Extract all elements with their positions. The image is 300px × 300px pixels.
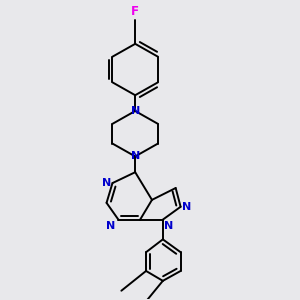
Text: N: N: [182, 202, 191, 212]
Text: N: N: [130, 106, 140, 116]
Text: N: N: [106, 221, 116, 231]
Text: N: N: [130, 152, 140, 161]
Text: N: N: [102, 178, 111, 188]
Text: F: F: [131, 5, 139, 18]
Text: N: N: [164, 221, 174, 231]
